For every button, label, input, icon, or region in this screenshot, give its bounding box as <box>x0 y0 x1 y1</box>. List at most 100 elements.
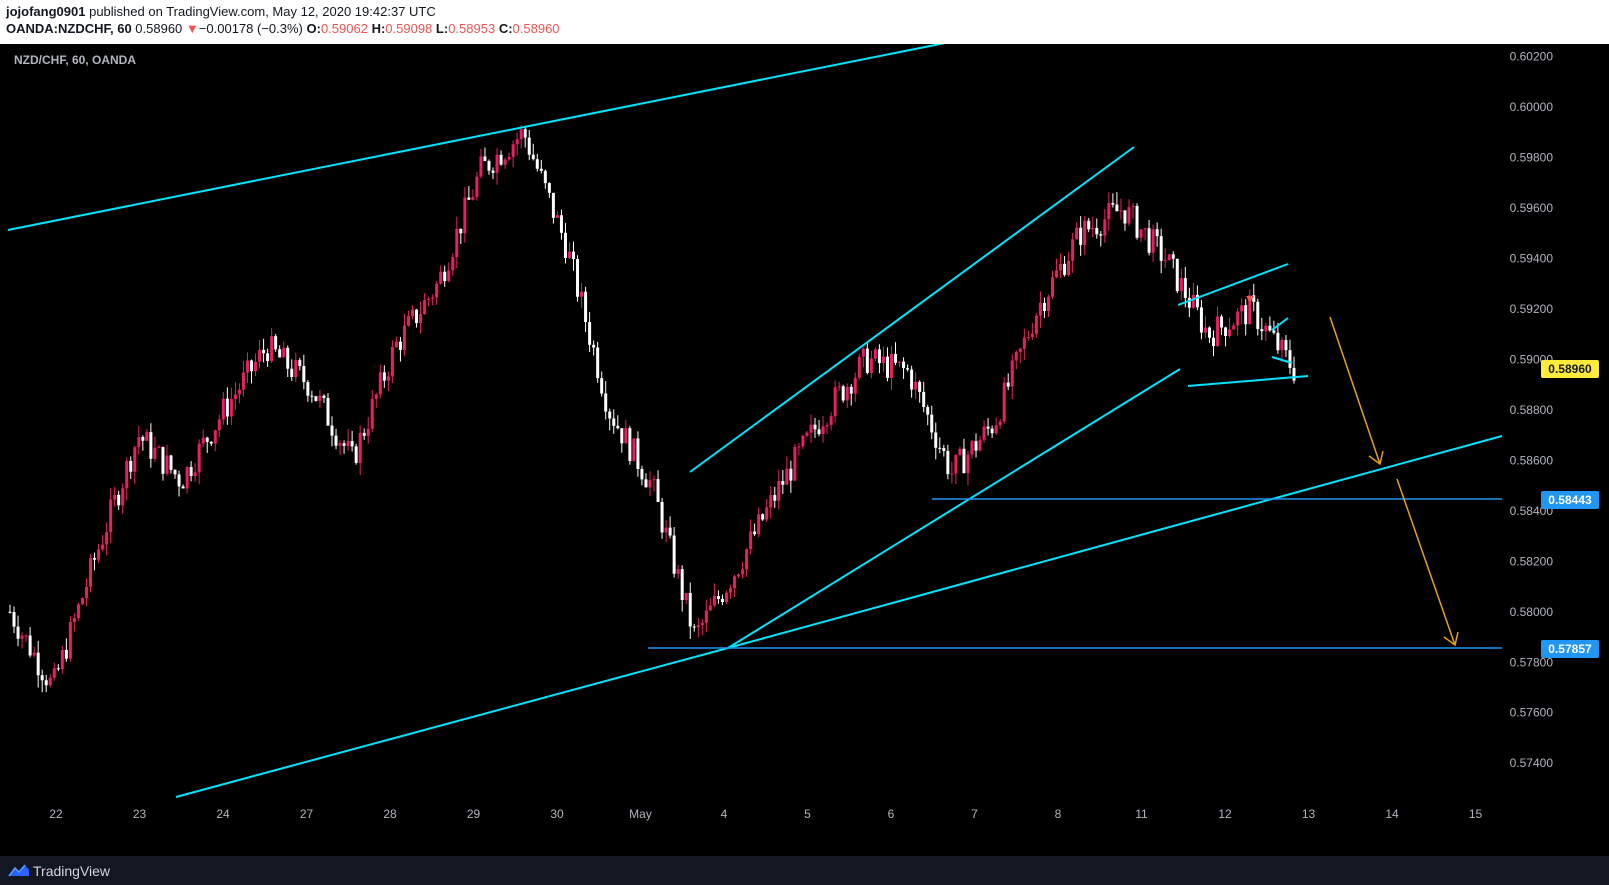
pennant-upper-line <box>1177 263 1289 306</box>
candle-body <box>181 486 185 489</box>
candle-body <box>857 356 861 378</box>
candle-body <box>350 441 354 447</box>
candle-body <box>745 549 749 570</box>
candle-body <box>567 251 571 259</box>
projection-arrow-1 <box>1329 316 1381 465</box>
candle-body <box>749 531 753 550</box>
candle-body <box>636 438 640 469</box>
x-tick-label: 13 <box>1302 807 1316 821</box>
footer-bar: TradingView <box>0 856 1609 885</box>
level-1-price-label: 0.58443 <box>1541 491 1599 509</box>
chart-area[interactable]: 0.60200 0.60000 0.59800 0.59600 0.59400 0.592… <box>0 44 1609 856</box>
flag-upper-line <box>1271 317 1289 331</box>
candle-body <box>105 532 109 545</box>
candle-body <box>237 389 241 395</box>
candle-body <box>1115 204 1119 212</box>
candle-body <box>930 414 934 433</box>
candle-body <box>229 399 233 417</box>
candle-body <box>266 353 270 362</box>
y-tick-label: 0.60200 <box>1510 50 1554 64</box>
candle-body <box>1187 297 1191 308</box>
candle-body <box>793 447 797 481</box>
candle-body <box>628 428 632 462</box>
candle-body <box>922 391 926 408</box>
candle-body <box>757 514 761 535</box>
close-value: 0.58960 <box>512 21 560 36</box>
candle-body <box>390 346 394 377</box>
candle-body <box>592 344 596 348</box>
candle-body <box>918 381 922 392</box>
candle-body <box>1244 305 1248 325</box>
chart-title: NZD/CHF, 60, OANDA <box>14 53 137 67</box>
candle-body <box>821 426 825 435</box>
tradingview-logo-icon[interactable] <box>8 862 30 878</box>
candle-body <box>555 215 559 218</box>
candle-body <box>1159 236 1163 261</box>
candle-body <box>724 592 728 603</box>
candle-body <box>137 436 141 448</box>
x-tick-label: 8 <box>1055 807 1062 821</box>
y-tick-label: 0.58000 <box>1510 605 1554 619</box>
candle-body <box>358 432 362 463</box>
candle-body <box>805 432 809 436</box>
candle-body <box>415 309 419 324</box>
candle-body <box>463 197 467 234</box>
x-tick-label: 5 <box>804 807 811 821</box>
candle-body <box>1203 327 1207 333</box>
candle-body <box>559 215 563 233</box>
candle-body <box>72 618 76 622</box>
candle-body <box>584 291 588 323</box>
long-support-line <box>727 435 1503 649</box>
candle-body <box>495 154 499 173</box>
candle-body <box>1260 329 1264 332</box>
candle-body <box>258 349 262 362</box>
candle-body <box>117 494 121 506</box>
x-tick-label: 15 <box>1469 807 1483 821</box>
candle-body <box>845 386 849 401</box>
candle-body <box>97 549 101 560</box>
candle-body <box>753 531 757 535</box>
candle-body <box>881 356 885 364</box>
candle-body <box>1207 327 1211 338</box>
candle-body <box>346 441 350 446</box>
price-chart[interactable]: 0.60200 0.60000 0.59800 0.59600 0.59400 0.592… <box>0 44 1609 856</box>
candle-body <box>419 314 423 324</box>
candle-body <box>1183 278 1187 298</box>
candle-body <box>1268 325 1272 331</box>
candle-body <box>125 460 129 489</box>
footer-brand[interactable]: TradingView <box>33 863 111 879</box>
candle-body <box>885 356 889 378</box>
candle-body <box>44 680 48 686</box>
last-price: 0.58960 <box>135 21 183 36</box>
candle-body <box>282 347 286 358</box>
candle-body <box>938 447 942 449</box>
candle-body <box>1248 295 1252 325</box>
candle-body <box>523 129 527 138</box>
candle-body <box>1280 340 1284 351</box>
author-name[interactable]: jojofang0901 <box>6 4 86 19</box>
candle-body <box>64 650 68 659</box>
candle-body <box>1055 270 1059 278</box>
low-label: L: <box>435 21 449 36</box>
candle-body <box>374 394 378 399</box>
candle-body <box>8 611 12 613</box>
candle-body <box>572 251 576 260</box>
current-price-label: 0.58960 <box>1541 360 1599 378</box>
candle-body <box>443 271 447 282</box>
candle-body <box>1091 228 1095 230</box>
candle-body <box>934 432 938 448</box>
candle-body <box>865 348 869 373</box>
pennant-lower-line <box>1187 375 1309 387</box>
candle-body <box>1014 351 1018 361</box>
candle-body <box>342 443 346 446</box>
candle-body <box>777 481 781 501</box>
x-tick-label: 30 <box>550 807 564 821</box>
candle-body <box>68 621 72 659</box>
candle-body <box>213 430 217 444</box>
candle-body <box>225 398 229 417</box>
candle-body <box>1179 278 1183 292</box>
candle-body <box>741 569 745 575</box>
candle-body <box>161 446 165 474</box>
candle-body <box>873 349 877 359</box>
candle-body <box>1075 227 1079 240</box>
